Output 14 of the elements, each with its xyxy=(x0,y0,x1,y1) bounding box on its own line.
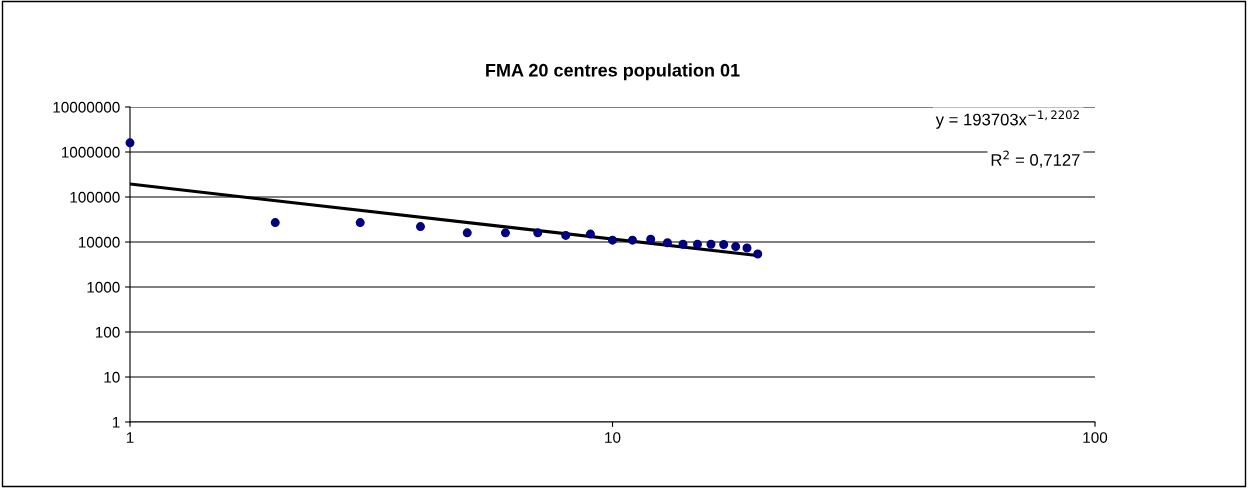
y-tick-label: 1000000 xyxy=(61,146,120,158)
y-tick-label: 10000 xyxy=(78,236,120,248)
annotation: R$^{2}$ = 0,7127 xyxy=(991,150,1080,168)
y-tick-label: 10 xyxy=(104,371,120,383)
y-tick-label: 100 xyxy=(95,326,120,338)
y-tick-label: 100000 xyxy=(70,191,120,203)
x-tick-label: 10 xyxy=(605,432,621,443)
annotation: y = 193703x$^{−1,2202}$ xyxy=(935,110,1079,129)
x-tick-label: 100 xyxy=(1083,432,1108,443)
x-tick-label: 1 xyxy=(126,432,134,443)
y-tick-label: 1 xyxy=(112,417,120,428)
y-tick-label: 10000000 xyxy=(53,101,120,113)
y-tick-label: 1000 xyxy=(87,281,120,293)
chart-title: FMA 20 centres population 01 xyxy=(486,63,740,81)
